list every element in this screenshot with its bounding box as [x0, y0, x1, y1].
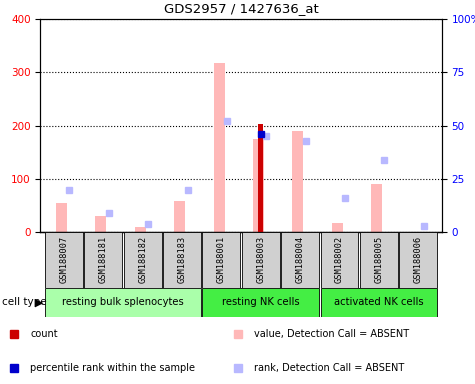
- Bar: [242, 232, 280, 288]
- Text: count: count: [30, 329, 58, 339]
- Text: activated NK cells: activated NK cells: [334, 297, 424, 308]
- Text: cell type: cell type: [2, 297, 47, 308]
- Bar: [202, 288, 319, 317]
- Text: GSM188183: GSM188183: [178, 236, 187, 283]
- Text: GSM188005: GSM188005: [374, 236, 383, 283]
- Bar: [174, 202, 185, 232]
- Bar: [45, 232, 83, 288]
- Bar: [399, 232, 437, 288]
- Text: value, Detection Call = ABSENT: value, Detection Call = ABSENT: [254, 329, 409, 339]
- Text: GSM188001: GSM188001: [217, 236, 226, 283]
- Bar: [124, 232, 162, 288]
- Bar: [45, 288, 201, 317]
- Text: GSM188006: GSM188006: [414, 236, 423, 283]
- Text: GSM188003: GSM188003: [256, 236, 265, 283]
- Bar: [253, 139, 264, 232]
- Bar: [321, 288, 437, 317]
- Text: GSM188004: GSM188004: [295, 236, 304, 283]
- Text: percentile rank within the sample: percentile rank within the sample: [30, 363, 195, 373]
- Bar: [85, 232, 122, 288]
- Text: rank, Detection Call = ABSENT: rank, Detection Call = ABSENT: [254, 363, 404, 373]
- Title: GDS2957 / 1427636_at: GDS2957 / 1427636_at: [164, 2, 318, 15]
- Text: GSM188002: GSM188002: [335, 236, 344, 283]
- Text: GSM188182: GSM188182: [138, 236, 147, 283]
- Text: ▶: ▶: [35, 297, 43, 308]
- Text: resting NK cells: resting NK cells: [222, 297, 300, 308]
- Bar: [360, 232, 398, 288]
- Bar: [214, 63, 225, 232]
- Text: GSM188181: GSM188181: [99, 236, 108, 283]
- Bar: [163, 232, 201, 288]
- Bar: [202, 232, 240, 288]
- Text: GSM188007: GSM188007: [59, 236, 68, 283]
- Bar: [56, 203, 67, 232]
- Bar: [281, 232, 319, 288]
- Bar: [95, 216, 106, 232]
- Text: resting bulk splenocytes: resting bulk splenocytes: [62, 297, 184, 308]
- Bar: [258, 124, 264, 232]
- Bar: [292, 131, 303, 232]
- Bar: [371, 184, 382, 232]
- Bar: [135, 227, 146, 232]
- Bar: [321, 232, 358, 288]
- Bar: [332, 223, 342, 232]
